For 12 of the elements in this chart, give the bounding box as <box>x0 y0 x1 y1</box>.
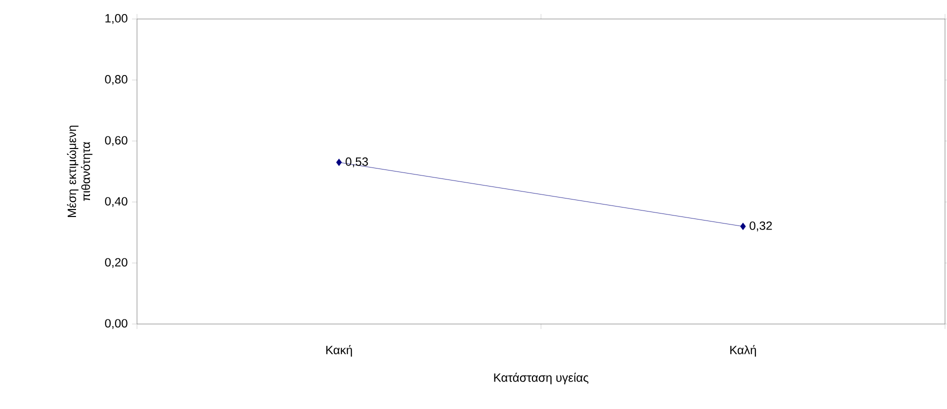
y-tick-label: 0,20 <box>105 258 128 268</box>
y-tick-label: 1,00 <box>105 14 128 24</box>
y-tick-label: 0,60 <box>105 136 128 146</box>
x-tick-label: Καλή <box>730 345 756 357</box>
y-axis-title: Μέση εκτιμώμενη πιθανότητα <box>66 126 92 218</box>
y-tick-label: 0,00 <box>105 319 128 329</box>
x-axis-title: Κατάσταση υγείας <box>494 372 588 384</box>
y-tick-label: 0,40 <box>105 197 128 207</box>
y-tick-label: 0,80 <box>105 75 128 85</box>
x-tick-label: Κακή <box>326 345 352 357</box>
data-label: 0,53 <box>346 157 368 168</box>
data-label: 0,32 <box>750 221 772 232</box>
